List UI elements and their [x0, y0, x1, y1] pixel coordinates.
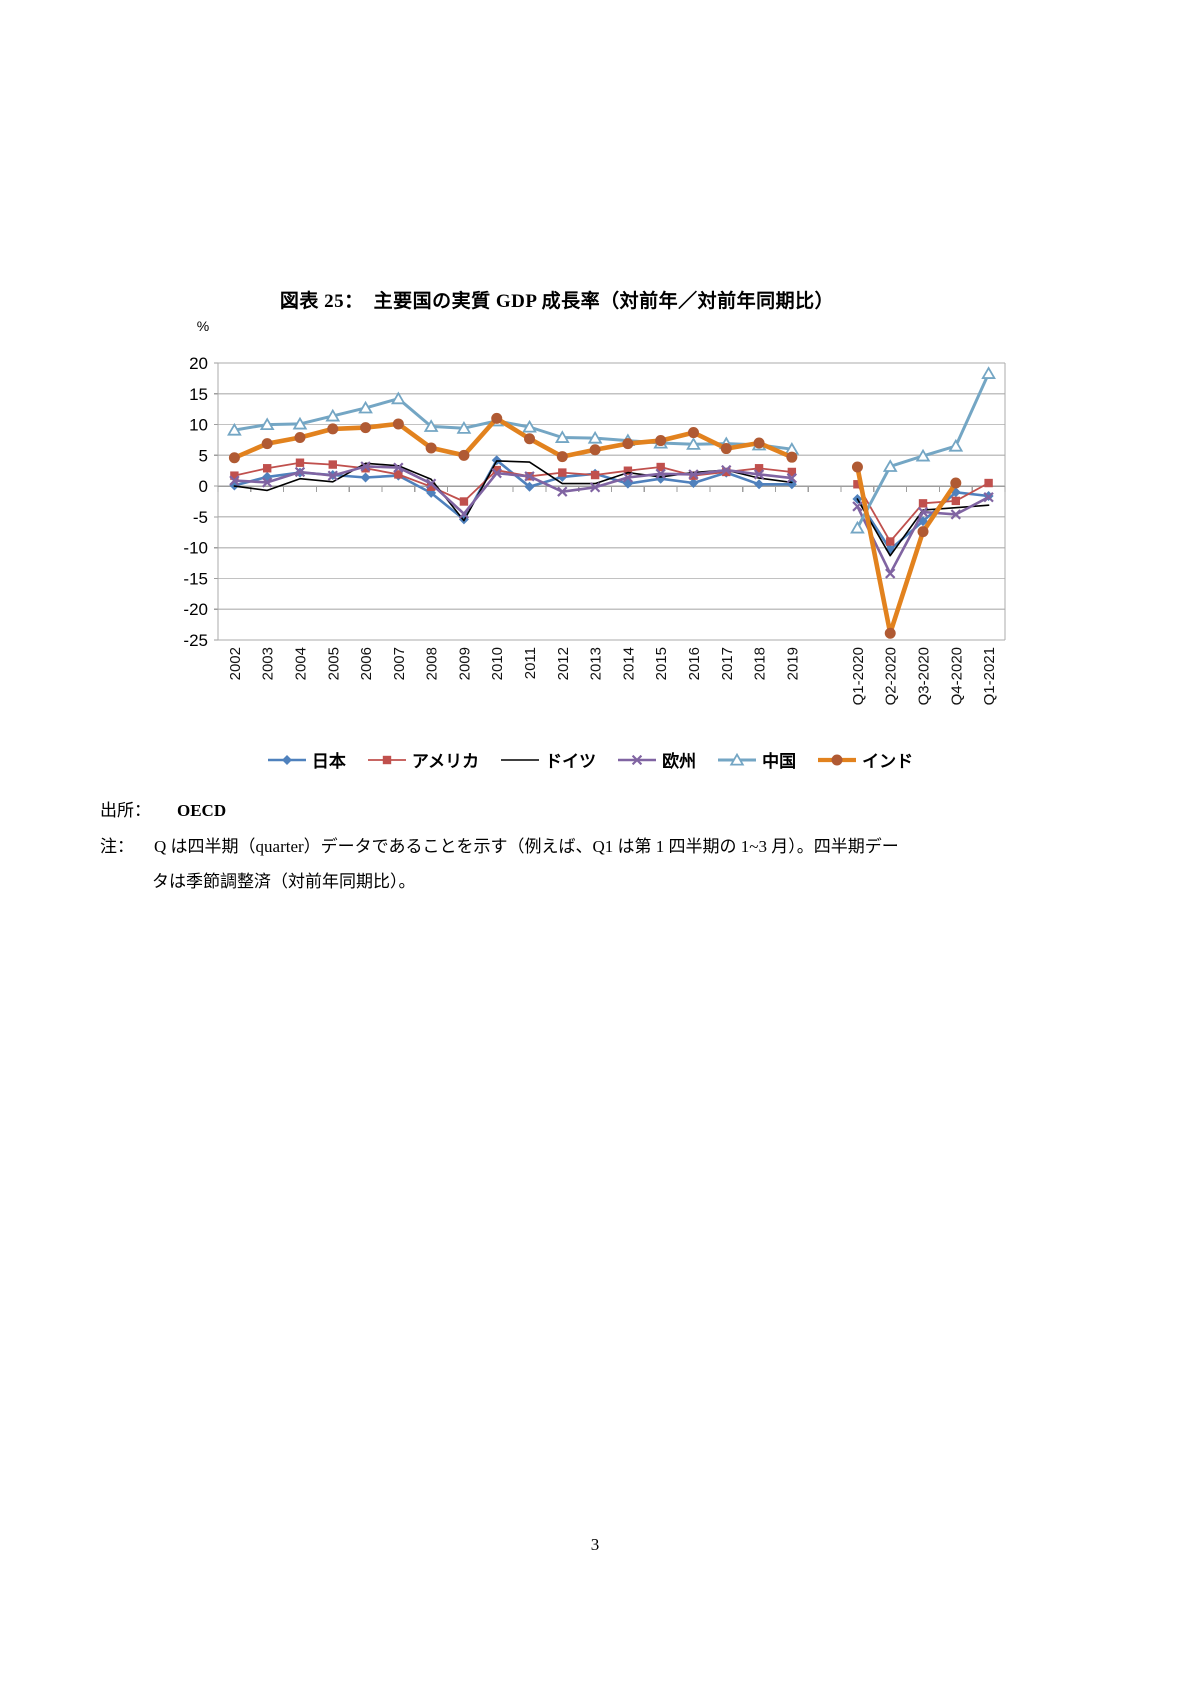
legend-item-japan: 日本	[267, 747, 346, 772]
y-tick-label: -10	[183, 539, 208, 558]
x-tick-label: 2016	[686, 647, 703, 680]
y-tick-label: -15	[183, 569, 208, 588]
series-japan	[229, 455, 994, 555]
note-label: 注：	[100, 837, 134, 856]
y-axis-labels: 20 15 10 5 0 -5 -10 -15 -20 -25	[183, 354, 208, 650]
legend-item-germany: ドイツ	[500, 747, 596, 772]
x-tick-label: Q2-2020	[883, 647, 900, 705]
y-tick-label: -25	[183, 631, 208, 650]
y-tick-label: 5	[199, 446, 208, 465]
note-line-1: 注： Q は四半期（quarter）データであることを示す（例えば、Q1 は第 1…	[100, 832, 899, 857]
y-tick-label: 20	[189, 354, 208, 373]
source-line: 出所： OECD	[100, 796, 226, 821]
x-tick-label: 2010	[489, 647, 506, 680]
note-text-1: Q は四半期（quarter）データであることを示す（例えば、Q1 は第 1 四…	[154, 837, 899, 856]
series-europe	[229, 461, 994, 579]
x-tick-label: 2003	[260, 647, 277, 680]
x-tick-label: 2013	[588, 647, 605, 680]
x-tick-label: 2006	[358, 647, 375, 680]
note-text-2: タは季節調整済（対前年同期比）。	[152, 872, 416, 891]
y-tick-label: 15	[189, 385, 208, 404]
legend-marker-japan	[267, 754, 306, 765]
legend-marker-usa	[367, 755, 406, 764]
x-tick-label: 2009	[456, 647, 473, 680]
x-tick-label: 2019	[784, 647, 801, 680]
gridlines	[214, 362, 1006, 641]
series-india	[228, 412, 962, 639]
x-axis-labels: 2002 2003 2004 2005 2006 2007 2008 2009 2010 2011…	[227, 647, 998, 705]
x-tick-label: 2018	[752, 647, 769, 680]
x-tick-label: 2007	[391, 647, 408, 680]
legend-label-japan: 日本	[311, 752, 346, 771]
x-tick-label: 2015	[653, 647, 670, 680]
y-tick-label: -20	[183, 600, 208, 619]
x-tick-label: Q1-2021	[981, 647, 998, 705]
x-tick-label: Q3-2020	[916, 647, 933, 705]
legend-item-usa: アメリカ	[367, 747, 479, 772]
x-tick-label: Q4-2020	[948, 647, 965, 705]
x-tick-label: 2012	[555, 647, 572, 680]
series-china	[227, 366, 996, 534]
legend-item-europe: 欧州	[617, 747, 696, 772]
chart-title: 図表 25： 主要国の実質 GDP 成長率（対前年／対前年同期比）	[279, 291, 835, 312]
legend-label-india: インド	[862, 752, 914, 771]
legend-item-india: インド	[817, 747, 913, 772]
series-germany	[233, 460, 990, 557]
x-tick-label: 2008	[424, 647, 441, 680]
y-tick-label: 10	[189, 416, 208, 435]
legend-marker-germany	[501, 758, 540, 761]
legend-marker-china	[718, 752, 757, 766]
y-tick-label: 0	[199, 477, 208, 496]
source-value: OECD	[177, 801, 227, 820]
y-axis-unit-label: %	[197, 318, 209, 334]
legend-item-china: 中国	[717, 747, 796, 772]
y-tick-label: -5	[193, 508, 208, 527]
chart-legend: 日本 アメリカ ドイツ 欧州 中国 インド	[0, 747, 1180, 772]
x-tick-label: 2014	[620, 647, 637, 680]
legend-label-china: 中国	[762, 752, 797, 771]
legend-label-germany: ドイツ	[545, 752, 597, 771]
x-tick-label: Q1-2020	[850, 647, 867, 705]
legend-marker-india	[818, 754, 857, 765]
legend-marker-europe	[618, 754, 657, 765]
legend-label-europe: 欧州	[662, 752, 697, 771]
legend-label-usa: アメリカ	[411, 752, 480, 771]
x-tick-label: 2002	[227, 647, 244, 680]
x-tick-label: 2017	[719, 647, 736, 680]
x-tick-label: 2005	[325, 647, 342, 680]
page-number: 3	[590, 1535, 600, 1554]
x-tick-label: 2011	[522, 647, 539, 679]
x-tick-label: 2004	[293, 647, 310, 680]
source-label: 出所：	[100, 801, 151, 820]
